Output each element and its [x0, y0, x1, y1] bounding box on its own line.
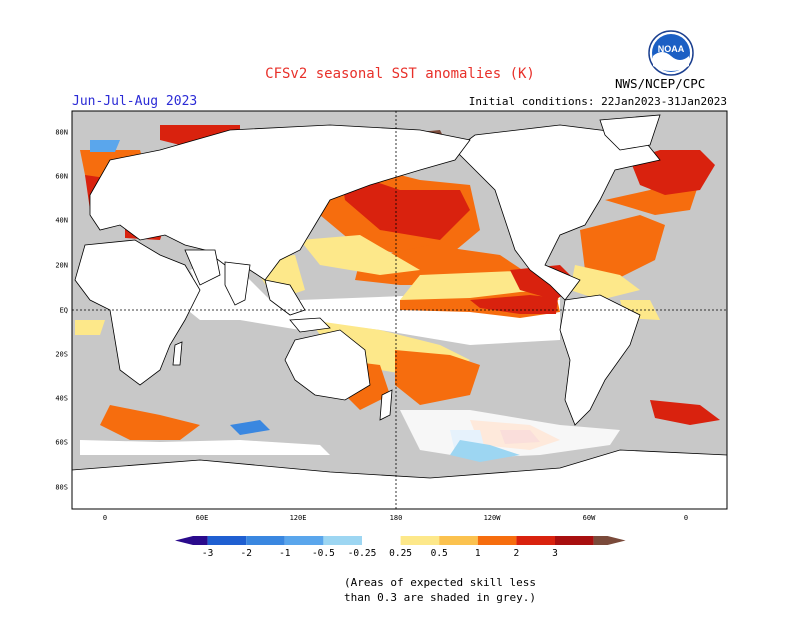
longitude-labels: 0 60E 120E 180 120W 60W 0 — [103, 514, 688, 522]
lat-label: 40S — [55, 395, 68, 403]
lon-label: 60W — [583, 514, 596, 522]
lat-label: 40N — [55, 217, 68, 225]
legend-swatch — [477, 536, 517, 545]
legend-swatch — [175, 536, 208, 545]
legend-tick-label: -0.5 — [312, 548, 335, 559]
lat-label: 60S — [55, 439, 68, 447]
legend-swatch — [400, 536, 440, 545]
footnote-line-2: than 0.3 are shaded in grey.) — [343, 591, 537, 604]
legend-tick-label: 0.25 — [389, 548, 412, 559]
lat-label: 80S — [55, 484, 68, 492]
legend-tick-label: -0.25 — [348, 548, 377, 559]
lon-label: 120W — [484, 514, 502, 522]
lon-label: 0 — [684, 514, 688, 522]
noaa-logo-icon: NOAA — [648, 30, 694, 76]
legend-swatch — [593, 536, 626, 545]
skill-footnote: (Areas of expected skill less than 0.3 a… — [0, 575, 800, 605]
chart-title: CFSv2 seasonal SST anomalies (K) — [265, 66, 535, 82]
lon-label: 0 — [103, 514, 107, 522]
initial-conditions-label: Initial conditions: 22Jan2023-31Jan2023 — [468, 95, 727, 108]
lat-label: 80N — [55, 129, 68, 137]
agency-label: NWS/NCEP/CPC — [615, 76, 706, 91]
lon-label: 60E — [196, 514, 209, 522]
legend-swatch — [284, 536, 324, 545]
legend-tick-label: 0.5 — [431, 548, 448, 559]
lat-label: 20S — [55, 351, 68, 359]
legend-swatch — [555, 536, 594, 545]
lon-label: 180 — [390, 514, 403, 522]
legend-swatch — [362, 536, 401, 545]
legend-tick-label: -3 — [202, 548, 213, 559]
logo-text: NOAA — [658, 44, 685, 54]
legend-swatch — [246, 536, 285, 545]
latitude-labels: 80N 60N 40N 20N EQ 20S 40S 60S 80S — [55, 129, 68, 492]
legend-tick-label: -2 — [240, 548, 251, 559]
legend-swatch — [207, 536, 247, 545]
legend-swatch — [439, 536, 478, 545]
legend-tick-label: 2 — [514, 548, 520, 559]
legend-swatch — [323, 536, 362, 545]
legend-tick-label: 3 — [552, 548, 558, 559]
lat-label: 60N — [55, 173, 68, 181]
legend-tick-label: -1 — [279, 548, 291, 559]
lat-label: 20N — [55, 262, 68, 270]
legend-tick-label: 1 — [475, 548, 481, 559]
continents — [72, 114, 727, 509]
season-label: Jun-Jul-Aug 2023 — [72, 94, 198, 109]
legend-swatch — [516, 536, 555, 545]
lon-label: 120E — [290, 514, 307, 522]
footnote-line-1: (Areas of expected skill less — [343, 576, 537, 589]
map-frame — [71, 110, 728, 510]
lat-label: EQ — [60, 307, 68, 315]
